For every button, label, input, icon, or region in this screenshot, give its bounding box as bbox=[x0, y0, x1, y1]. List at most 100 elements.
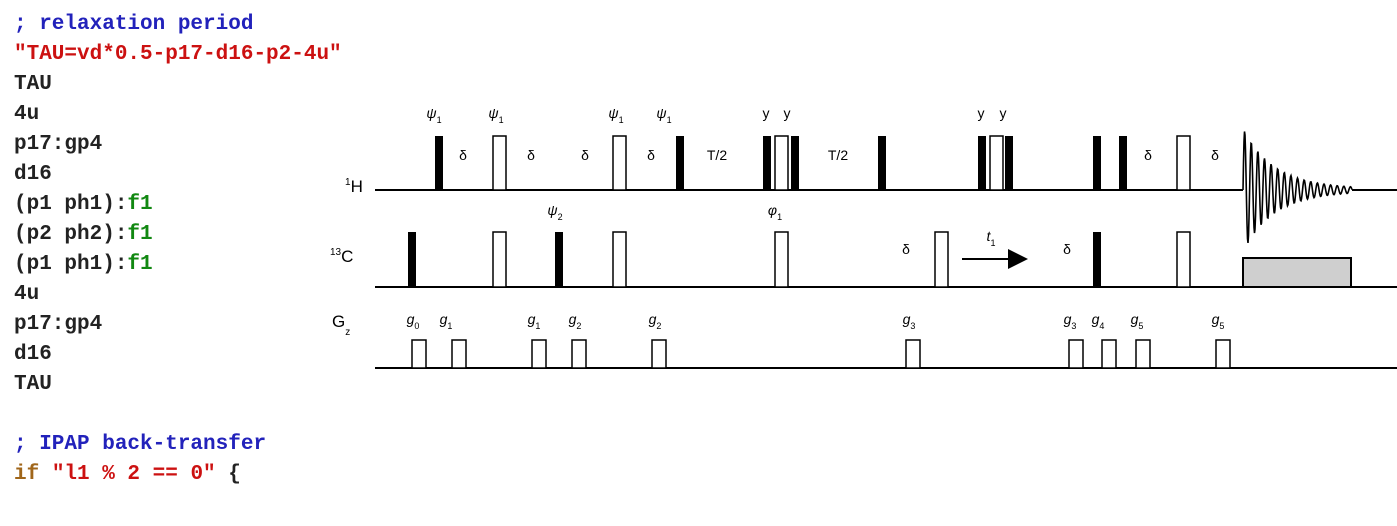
pulse-filled bbox=[1093, 136, 1101, 190]
keyword: if bbox=[14, 463, 40, 486]
pulse-open bbox=[492, 135, 507, 191]
label-text: ψ bbox=[547, 202, 557, 218]
subscript: z bbox=[345, 327, 350, 338]
code-line: TAU bbox=[14, 73, 52, 96]
subscript: 1 bbox=[499, 115, 504, 125]
brace: { bbox=[215, 463, 241, 486]
code-line: d16 bbox=[14, 163, 52, 186]
label-text: δ bbox=[459, 147, 467, 163]
pulse-open bbox=[1215, 339, 1231, 369]
acquisition-decoupling bbox=[1242, 257, 1352, 288]
pulse-open bbox=[1176, 135, 1191, 191]
channel-label: 13C bbox=[330, 247, 353, 266]
label-text: g bbox=[569, 311, 577, 327]
pulse-open bbox=[1101, 339, 1117, 369]
pulse-filled bbox=[763, 136, 771, 190]
pulse-label: g3 bbox=[1064, 311, 1077, 331]
code-line: 4u bbox=[14, 283, 40, 306]
nucleus: C bbox=[341, 247, 353, 266]
pulse-label: ψ1 bbox=[426, 105, 441, 125]
pulse-label: δ bbox=[1211, 147, 1219, 163]
pulse-label: T/2 bbox=[707, 147, 727, 163]
pulse-label: δ bbox=[1144, 147, 1152, 163]
isotope: 1 bbox=[345, 177, 351, 188]
code-line: if "l1 % 2 == 0" { bbox=[14, 460, 342, 490]
subscript: 3 bbox=[1071, 321, 1076, 331]
pulse-open bbox=[451, 339, 467, 369]
pulse-label: ψ1 bbox=[608, 105, 623, 125]
nucleus: G bbox=[332, 312, 345, 331]
subscript: 2 bbox=[656, 321, 661, 331]
pulse-label: g3 bbox=[903, 311, 916, 331]
pulse-label: δ bbox=[902, 241, 910, 257]
subscript: 1 bbox=[619, 115, 624, 125]
label-text: δ bbox=[581, 147, 589, 163]
pulse-filled bbox=[676, 136, 684, 190]
pulse-label: φ1 bbox=[768, 202, 782, 222]
label-text: T/2 bbox=[707, 147, 727, 163]
pulse-label: δ bbox=[459, 147, 467, 163]
label-text: ψ bbox=[656, 105, 666, 121]
label-text: y bbox=[763, 105, 770, 121]
code-line: ; IPAP back-transfer bbox=[14, 430, 342, 460]
pulse-label: δ bbox=[527, 147, 535, 163]
pulse-filled bbox=[408, 232, 416, 287]
fid bbox=[1242, 131, 1353, 243]
subscript: 5 bbox=[1138, 321, 1143, 331]
channel: f1 bbox=[127, 193, 153, 216]
code-line: d16 bbox=[14, 343, 52, 366]
subscript: 5 bbox=[1219, 321, 1224, 331]
code-line: ; relaxation period bbox=[14, 10, 342, 40]
pulse-label: g0 bbox=[407, 311, 420, 331]
isotope: 13 bbox=[330, 247, 342, 258]
label-text: y bbox=[784, 105, 791, 121]
pulse-open bbox=[612, 231, 627, 288]
pulse-filled bbox=[978, 136, 986, 190]
pulse-label: ψ1 bbox=[656, 105, 671, 125]
pulse-label: g2 bbox=[649, 311, 662, 331]
comment: ; IPAP back-transfer bbox=[14, 433, 267, 456]
pulse-label: ψ2 bbox=[547, 202, 562, 222]
label-text: g bbox=[440, 311, 448, 327]
label-text: g bbox=[1092, 311, 1100, 327]
pulse-filled bbox=[435, 136, 443, 190]
pulse-label: g5 bbox=[1212, 311, 1225, 331]
label-text: g bbox=[1131, 311, 1139, 327]
pulse-open bbox=[1135, 339, 1151, 369]
pulse-label: y bbox=[784, 105, 791, 121]
subscript: 2 bbox=[576, 321, 581, 331]
string: "TAU=vd*0.5-p17-d16-p2-4u" bbox=[14, 43, 342, 66]
pulse-open bbox=[1176, 231, 1191, 288]
label-text: δ bbox=[1211, 147, 1219, 163]
pulse-label: t1 bbox=[987, 228, 996, 248]
label-text: g bbox=[407, 311, 415, 327]
subscript: 1 bbox=[777, 212, 782, 222]
pulse-filled bbox=[1119, 136, 1127, 190]
nucleus: H bbox=[351, 177, 363, 196]
label-text: δ bbox=[1063, 241, 1071, 257]
pulse-label: g4 bbox=[1092, 311, 1105, 331]
label-text: ψ bbox=[608, 105, 618, 121]
pulse-label: T/2 bbox=[828, 147, 848, 163]
label-text: g bbox=[1212, 311, 1220, 327]
code-line: "TAU=vd*0.5-p17-d16-p2-4u" bbox=[14, 40, 342, 70]
code-line: p17:gp4 bbox=[14, 313, 103, 336]
label-text: T/2 bbox=[828, 147, 848, 163]
label-text: ψ bbox=[488, 105, 498, 121]
channel-label: Gz bbox=[332, 312, 350, 338]
pulse-open bbox=[492, 231, 507, 288]
subscript: 1 bbox=[990, 238, 995, 248]
code-line: (p2 ph2):f1 bbox=[14, 220, 342, 250]
subscript: 0 bbox=[414, 321, 419, 331]
pulse-label: y bbox=[978, 105, 985, 121]
label-text: t bbox=[987, 228, 992, 244]
pulse-label: δ bbox=[647, 147, 655, 163]
channel: f1 bbox=[127, 223, 153, 246]
code: (p1 ph1): bbox=[14, 253, 128, 276]
pulse-filled bbox=[878, 136, 886, 190]
code-listing: ; relaxation period "TAU=vd*0.5-p17-d16-… bbox=[14, 10, 342, 490]
pulse-open bbox=[774, 231, 789, 288]
code: (p1 ph1): bbox=[14, 193, 128, 216]
